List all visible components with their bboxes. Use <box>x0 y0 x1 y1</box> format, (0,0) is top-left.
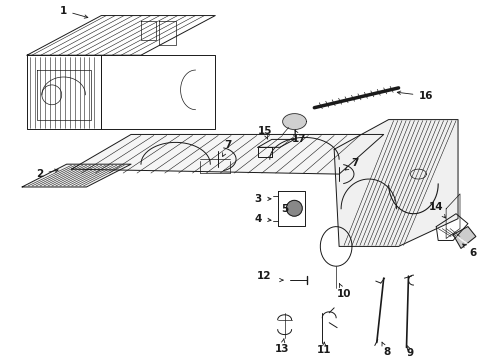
Text: 11: 11 <box>316 342 331 355</box>
Text: 7: 7 <box>222 140 231 156</box>
Text: 8: 8 <box>381 342 389 357</box>
Text: 7: 7 <box>345 158 358 170</box>
Text: 10: 10 <box>336 284 350 299</box>
Text: 12: 12 <box>257 271 271 281</box>
Text: 9: 9 <box>406 346 413 359</box>
Circle shape <box>286 201 302 216</box>
Text: 16: 16 <box>396 91 432 101</box>
Text: 3: 3 <box>254 194 261 204</box>
Text: 17: 17 <box>291 130 306 144</box>
Text: 15: 15 <box>257 126 271 139</box>
Polygon shape <box>452 226 475 248</box>
Text: 4: 4 <box>254 214 261 224</box>
Text: 6: 6 <box>462 244 475 258</box>
Text: 1: 1 <box>60 6 88 18</box>
Polygon shape <box>22 164 131 187</box>
Text: 14: 14 <box>428 202 445 218</box>
Polygon shape <box>71 134 383 174</box>
Polygon shape <box>333 120 457 246</box>
Text: 5: 5 <box>281 204 287 214</box>
Polygon shape <box>282 114 306 130</box>
Text: 2: 2 <box>36 169 58 179</box>
Text: 13: 13 <box>274 339 288 355</box>
